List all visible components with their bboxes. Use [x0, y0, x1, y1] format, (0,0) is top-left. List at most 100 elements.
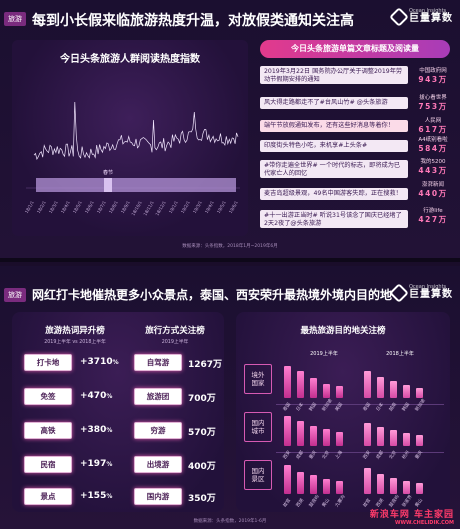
mode-title: 旅行方式关注榜: [145, 326, 205, 336]
x-tick-label: 18/9/1: [120, 200, 131, 214]
x-tick-label: 18/6/1: [84, 200, 95, 214]
article-item[interactable]: 麦吉岛超级景观，49名中国游客失踪，正在搜救！: [260, 188, 408, 200]
mode-chip[interactable]: 国内游: [134, 488, 182, 505]
growth-unit: %: [112, 359, 119, 366]
x-tick-label: 18/10/1: [130, 200, 143, 217]
category-overseas: 境外 国家: [244, 364, 272, 394]
metric-source: 我的5200: [420, 159, 446, 165]
growth-unit: %: [106, 427, 113, 434]
x-tick-label: 18/12/1: [154, 200, 167, 217]
metric-source: 澎湃新闻: [421, 182, 444, 188]
category-tag: 旅游: [4, 288, 26, 302]
holiday-band: [36, 178, 236, 192]
destination-bar: [377, 427, 384, 446]
article-item[interactable]: 印度街头特色小吃，来机享#上头条#: [260, 140, 408, 152]
destination-card: 最热旅游目的地关注榜 2019上半年 2018上半年 境外 国家 国内 城市 国内景…: [236, 312, 450, 512]
destination-label: 黄山: [321, 498, 332, 509]
metric-source: 人民网: [424, 118, 442, 124]
hotword-title: 旅游热词异升榜: [45, 326, 105, 336]
category-label: 国内 景区: [251, 467, 265, 483]
mode-value: 1267万: [188, 360, 223, 370]
destination-bar: [310, 378, 317, 398]
brand-mark-icon: [389, 282, 409, 303]
hotword-chip[interactable]: 民宿: [24, 456, 72, 473]
article-item[interactable]: 2019年3月22日 国务院办公厅关于调整2019年劳动节假期安排的通知: [260, 66, 408, 84]
x-tick-label: 18/8/1: [108, 200, 119, 214]
mode-chip[interactable]: 穷游: [134, 422, 182, 439]
growth-value: +197: [80, 459, 107, 469]
destination-bar: [390, 381, 397, 398]
growth-unit: %: [106, 393, 113, 400]
mode-chip[interactable]: 旅游团: [134, 388, 182, 405]
destination-bar: [323, 384, 330, 398]
hotword-chip[interactable]: 高铁: [24, 422, 72, 439]
x-tick-labels: 18/1/1 18/2/1 18/3/1 18/4/1 18/5/1 18/6/1 18/7…: [24, 200, 239, 217]
destination-bar: [390, 430, 397, 446]
growth-unit: %: [106, 461, 113, 468]
period-2019: 2019上半年: [310, 351, 338, 357]
chart-title: 今日头条旅游人群阅读热度指数: [60, 54, 200, 65]
x-tick-label: 18/2/1: [36, 200, 47, 214]
growth-value: +155: [80, 491, 107, 501]
source-note: 数据来源：头条指数，2018年1月~2019年6月: [182, 244, 278, 249]
metric-value: 440万: [418, 189, 448, 198]
site-watermark: 新浪车网 车主家园 WWW.CHELIDIK.COM: [370, 507, 454, 526]
watermark-en: WWW.CHELIDIK.COM: [394, 520, 454, 526]
destination-label: 鼓浪屿: [308, 494, 321, 509]
article-metric: 人民网 617万: [414, 118, 452, 134]
article-metric: 行游life 427万: [414, 208, 452, 224]
destination-bar: [336, 386, 343, 398]
heat-line-chart: 春节 18/1/1 18/2/1 18/3/1 18/4/1 18/5/1 18/6/1 1…: [24, 101, 240, 217]
watermark-cn: 新浪车网 车主家园: [369, 510, 454, 520]
metric-source: 行游life: [423, 208, 443, 214]
x-tick-label: 19/1/1: [168, 200, 179, 214]
destination-bar: [336, 481, 343, 494]
destination-bar: [416, 483, 423, 494]
category-scenic-spot: 国内 景区: [244, 460, 272, 490]
article-metric: 中国政府网 943万: [414, 68, 452, 84]
brand-en: Ocean Insights: [409, 8, 447, 14]
destination-bar: [390, 478, 397, 494]
article-item[interactable]: 端午节放假通知发布，还有这些好消息等着你！: [260, 120, 408, 132]
destination-bar: [364, 371, 371, 398]
x-tick-label: 18/11/1: [142, 200, 155, 217]
article-item[interactable]: #十一出游正当时# 听说31号该念了国庆已经堵了2天2夜了@头条旅游: [260, 210, 408, 228]
x-tick-label: 18/4/1: [60, 200, 71, 214]
destination-bar: [297, 371, 304, 398]
category-domestic-city: 国内 城市: [244, 412, 272, 442]
mode-chip[interactable]: 出境游: [134, 456, 182, 473]
mode-chip[interactable]: 自驾游: [134, 354, 182, 371]
article-item[interactable]: 风大得走路都走不了#台风山竹# @头条旅游: [260, 97, 408, 109]
row-divider: [276, 452, 444, 453]
hotword-chip[interactable]: 打卡地: [24, 354, 72, 371]
metric-source: 中国政府网: [419, 68, 447, 74]
destination-bar: [323, 479, 330, 494]
growth-value: +380: [80, 425, 107, 435]
x-tick-label: 18/5/1: [72, 200, 83, 214]
destination-bar: [323, 429, 330, 446]
x-tick-label: 18/1/1: [24, 200, 35, 214]
article-item[interactable]: #带你走遍全世界# 一个时代的标志，即将成为已代家亡人的回忆: [260, 160, 408, 178]
destination-bar: [336, 432, 343, 446]
x-tick-label: 19/4/1: [204, 200, 215, 214]
x-tick-label: 18/3/1: [48, 200, 59, 214]
destination-label: 新加坡: [321, 398, 334, 413]
metric-source: 拔心看世界: [419, 95, 447, 101]
destination-bar: [364, 423, 371, 446]
destination-label: 新加坡: [414, 398, 427, 413]
reading-heat-chart: 今日头条旅游人群阅读热度指数 春节 18/1/1 18/2/1 18/3/1 18/4…: [12, 40, 248, 236]
destination-label: 九寨沟: [334, 494, 347, 509]
hotword-growth: +3710%: [80, 357, 119, 367]
hotword-chip[interactable]: 免签: [24, 388, 72, 405]
metric-value: 427万: [418, 215, 448, 224]
brand-en: Ocean Insights: [409, 284, 447, 290]
heat-series-line: [33, 101, 239, 161]
hotword-chip[interactable]: 景点: [24, 488, 72, 505]
row-divider: [276, 404, 444, 405]
period-2018: 2018上半年: [386, 351, 414, 357]
articles-header: 今日头条旅游单篇文章标题及阅读量: [260, 40, 450, 58]
article-metric: 我的5200 443万: [414, 159, 452, 175]
rankings-card: 旅游热词异升榜 2019上半年 vs 2018上半年 旅行方式关注榜 2019上…: [12, 312, 224, 512]
metric-value: 943万: [418, 75, 448, 84]
brand-logo: Ocean Insights 巨量算数: [389, 282, 453, 303]
